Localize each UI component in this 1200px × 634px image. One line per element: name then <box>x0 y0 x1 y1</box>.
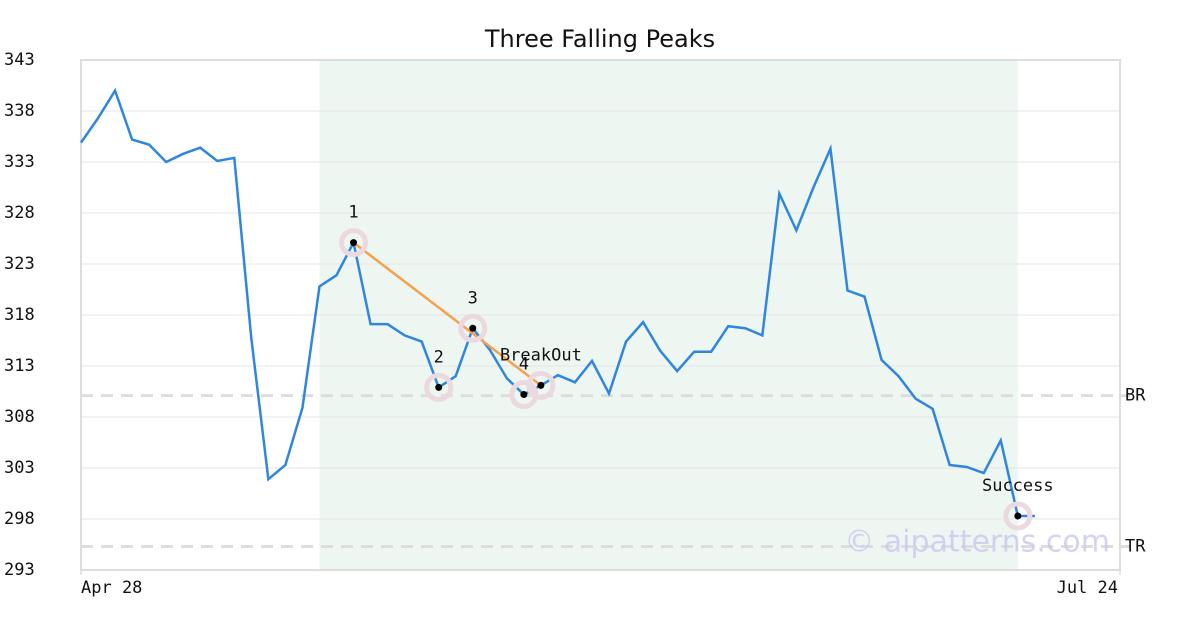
y-tick-label: 343 <box>4 50 35 70</box>
marker-label: 2 <box>434 347 444 367</box>
marker-halo <box>458 313 488 343</box>
marker-halo <box>424 372 454 402</box>
marker-dot <box>435 383 443 391</box>
marker-label: 4 <box>519 355 529 375</box>
marker-label: 3 <box>468 288 478 308</box>
y-tick-label: 318 <box>4 305 35 325</box>
marker-label: BreakOut <box>500 345 582 365</box>
marker-halo <box>526 370 556 400</box>
marker-dot <box>1014 512 1022 520</box>
watermark: © aipatterns.com <box>844 525 1110 560</box>
y-tick-label: 333 <box>4 152 35 172</box>
level-label: BR <box>1125 386 1146 406</box>
marker-label: 1 <box>348 203 358 223</box>
marker-dot <box>520 391 528 399</box>
marker-dot <box>350 239 358 247</box>
y-tick-label: 328 <box>4 203 35 223</box>
y-tick-label: 298 <box>4 509 35 529</box>
y-tick-label: 323 <box>4 254 35 274</box>
x-tick-label: Jul 24 <box>1057 578 1118 598</box>
plot-frame <box>80 59 1121 571</box>
marker-halo <box>339 228 369 258</box>
trendline <box>352 241 542 387</box>
y-tick-label: 303 <box>4 458 35 478</box>
y-tick-label: 308 <box>4 407 35 427</box>
marker-dot <box>469 324 477 332</box>
level-label: TR <box>1125 537 1146 557</box>
chart-title: Three Falling Peaks <box>484 25 715 53</box>
y-tick-label: 313 <box>4 356 35 376</box>
price-line <box>79 87 1035 518</box>
marker-dot <box>537 381 545 389</box>
marker-label: Success <box>982 476 1054 496</box>
marker-halo <box>1003 501 1033 531</box>
y-tick-label: 293 <box>4 560 35 580</box>
y-tick-label: 338 <box>4 101 35 121</box>
x-tick-label: Apr 28 <box>81 578 142 598</box>
